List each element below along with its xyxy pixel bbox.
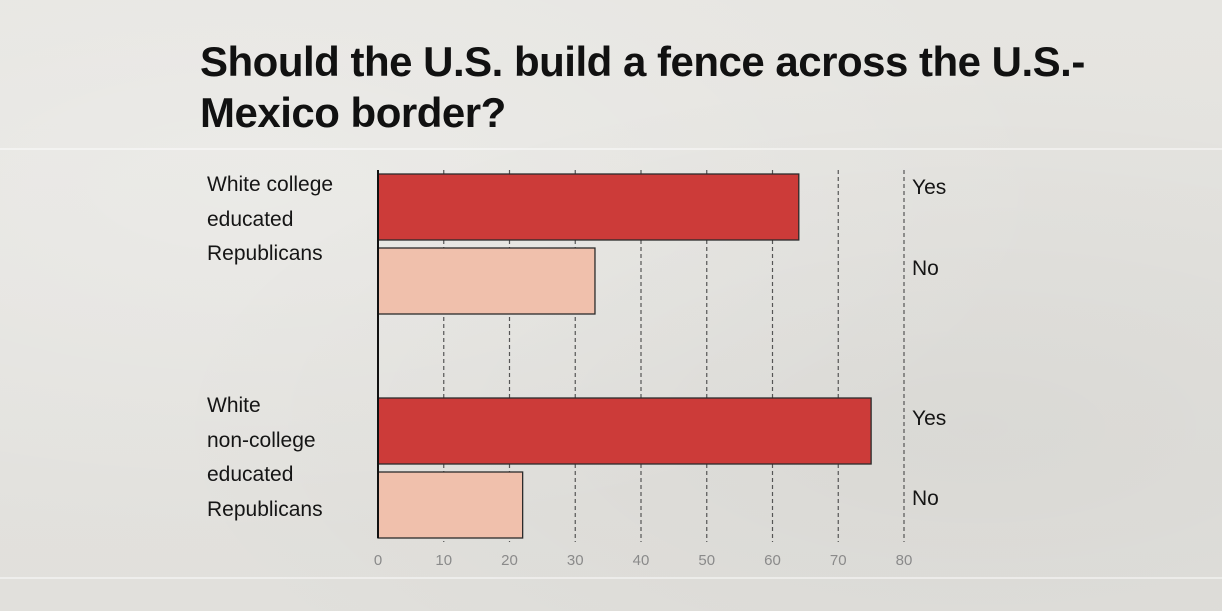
category-label-line: Republicans — [207, 242, 323, 265]
category-label-line: White college — [207, 173, 334, 196]
x-tick-label: 10 — [435, 552, 452, 569]
category-label-non-college: White non-college educated Republicans — [207, 389, 367, 527]
x-tick-label: 80 — [896, 552, 913, 569]
x-tick-label: 60 — [764, 552, 781, 569]
category-label-line: educated — [207, 463, 294, 486]
category-label-line: non-college — [207, 428, 316, 452]
series-label-no: No — [912, 487, 939, 510]
bar-no — [377, 471, 524, 539]
chart-title: Should the U.S. build a fence across the… — [200, 38, 1085, 136]
x-tick-label: 20 — [501, 552, 518, 569]
x-tick-label: 50 — [698, 552, 715, 569]
paper-crease — [0, 577, 1222, 579]
category-label-college: White college educated Republicans — [207, 168, 367, 272]
x-tick-label: 40 — [633, 552, 650, 569]
series-label-yes: Yes — [912, 407, 947, 430]
bar-yes — [377, 397, 872, 465]
paper-crease — [0, 148, 1222, 150]
bar-yes — [377, 173, 800, 241]
x-tick-label: 30 — [567, 552, 584, 569]
series-label-no: No — [912, 257, 939, 280]
bar-no — [377, 247, 596, 315]
category-label-line: educated — [207, 207, 294, 231]
category-label-line: White — [207, 394, 261, 417]
x-tick-label: 70 — [830, 552, 847, 569]
category-label-line: Republicans — [207, 497, 323, 521]
series-label-yes: Yes — [912, 176, 947, 199]
x-tick-label: 0 — [374, 552, 382, 569]
